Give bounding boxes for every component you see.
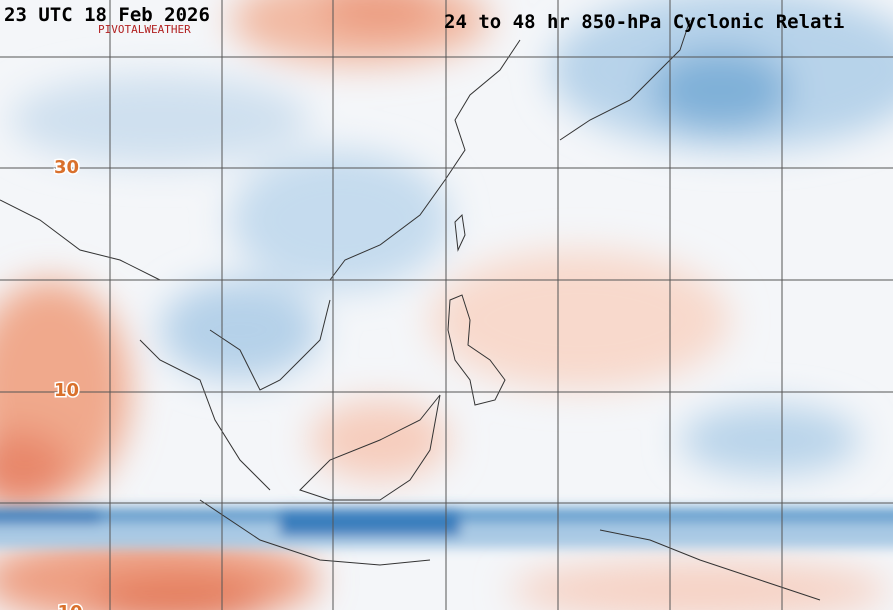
map-title: 24 to 48 hr 850-hPa Cyclonic Relati [444, 11, 844, 33]
coastlines [0, 19, 821, 601]
timestamp: 23 UTC 18 Feb 2026 [4, 4, 210, 26]
latitude-label: 10 [54, 380, 79, 401]
watermark: PIVOTALWEATHER [98, 23, 191, 36]
latitude-label: 30 [54, 157, 79, 178]
latitude-label: -10 [50, 602, 83, 610]
